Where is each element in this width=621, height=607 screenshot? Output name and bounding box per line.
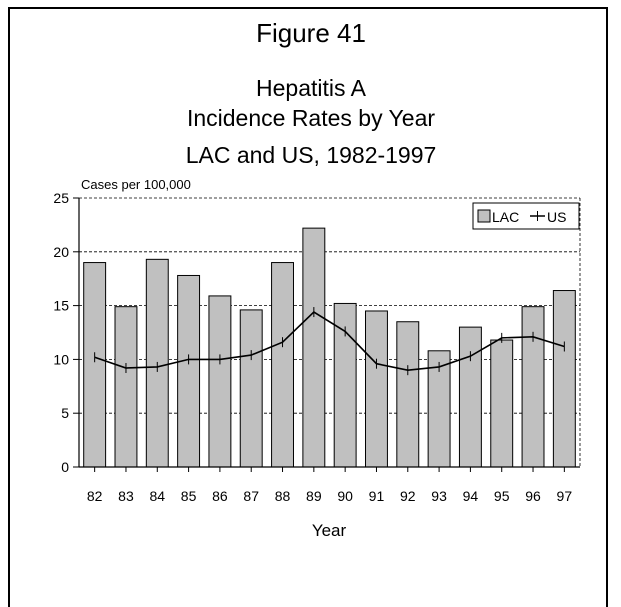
lac-bars (83, 227, 576, 468)
bar-lac-86 (208, 295, 232, 468)
bar-lac-95 (490, 339, 514, 468)
x-tick-label: 96 (525, 488, 541, 504)
x-tick-label: 95 (494, 488, 510, 504)
x-tick-label: 83 (118, 488, 134, 504)
legend: LAC US (472, 202, 580, 230)
chart-title-line-1: Hepatitis A (256, 75, 367, 101)
x-tick-label: 94 (463, 488, 479, 504)
bar-lac-92 (396, 321, 420, 468)
bar-lac-89 (302, 227, 326, 468)
tick-labels: 0 5 10 15 20 25 82 83 84 85 86 87 88 89 90 91 92 93 94 95 96… (53, 190, 572, 504)
bar-lac-88 (271, 262, 294, 468)
bar-lac-97 (552, 290, 576, 468)
bar-lac-91 (365, 310, 388, 468)
y-axis-label: Cases per 100,000 (81, 177, 191, 192)
legend-swatch-lac (477, 209, 491, 223)
x-tick-label: 97 (557, 488, 573, 504)
line-us (94, 311, 565, 371)
x-tick-label: 89 (306, 488, 322, 504)
bar-lac-87 (239, 309, 263, 468)
bar-lac-85 (177, 274, 201, 468)
y-tick-label: 25 (53, 190, 69, 206)
y-tick-label: 10 (53, 351, 69, 367)
x-tick-label: 82 (87, 488, 103, 504)
chart-title-line-2: Incidence Rates by Year (187, 105, 435, 131)
x-tick-label: 93 (431, 488, 447, 504)
y-tick-label: 15 (53, 298, 69, 314)
chart-title-line-3: LAC and US, 1982-1997 (186, 142, 437, 168)
y-tick-label: 0 (61, 459, 69, 475)
figure-label: Figure 41 (256, 18, 366, 48)
legend-box (472, 202, 580, 230)
x-tick-label: 86 (212, 488, 228, 504)
legend-label-lac: LAC (492, 209, 519, 225)
legend-label-us: US (547, 209, 566, 225)
x-tick-label: 92 (400, 488, 416, 504)
x-tick-label: 88 (275, 488, 291, 504)
x-tick-label: 91 (369, 488, 385, 504)
x-tick-label: 87 (243, 488, 259, 504)
us-line (94, 307, 565, 376)
y-tick-label: 20 (53, 244, 69, 260)
axes (73, 197, 580, 472)
x-tick-label: 85 (181, 488, 197, 504)
bar-lac-96 (521, 306, 545, 468)
x-tick-label: 84 (149, 488, 165, 504)
x-tick-label: 90 (337, 488, 353, 504)
x-axis-label: Year (312, 521, 347, 540)
y-tick-label: 5 (61, 405, 69, 421)
figure-frame (8, 7, 608, 607)
bar-lac-82 (83, 262, 107, 468)
bar-lac-83 (114, 306, 138, 468)
bar-lac-94 (458, 326, 482, 468)
